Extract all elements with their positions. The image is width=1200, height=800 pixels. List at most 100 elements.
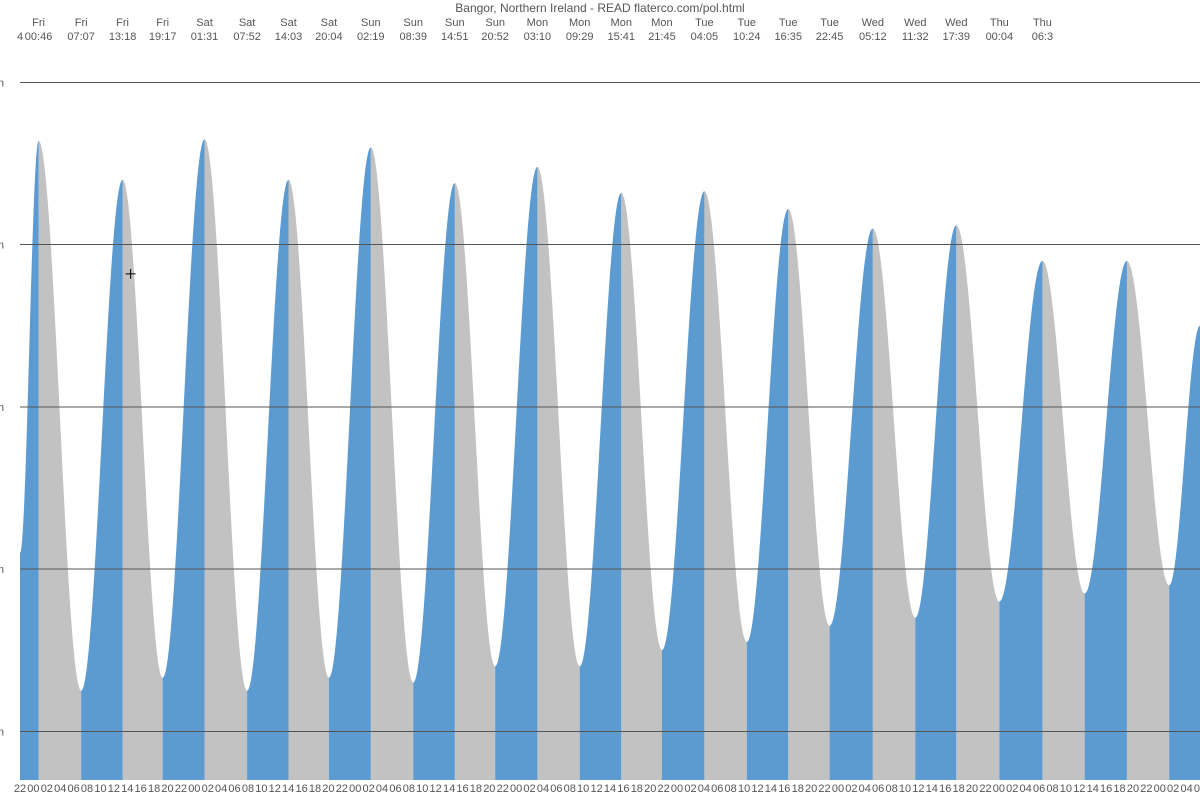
top-time-label: 06:3 [1032, 31, 1053, 43]
bottom-hour-label: 20 [966, 783, 978, 795]
bottom-hour-label: 18 [631, 783, 643, 795]
bottom-hour-label: 22 [818, 783, 830, 795]
tide-rising-area [830, 228, 873, 780]
bottom-hour-label: 00 [1154, 783, 1166, 795]
tide-chart: 0 m1 m2 m3 m4 mBangor, Northern Ireland … [0, 0, 1200, 800]
bottom-hour-label: 08 [885, 783, 897, 795]
top-day-label: Mon [527, 17, 548, 29]
bottom-hour-label: 14 [121, 783, 133, 795]
chart-title: Bangor, Northern Ireland - READ flaterco… [455, 1, 744, 15]
bottom-hour-label: 06 [550, 783, 562, 795]
bottom-hour-label: 16 [135, 783, 147, 795]
bottom-hour-label: 16 [456, 783, 468, 795]
bottom-hour-label: 02 [41, 783, 53, 795]
bottom-hour-label: 02 [1167, 783, 1179, 795]
bottom-hour-label: 18 [792, 783, 804, 795]
top-time-label: 22:45 [816, 31, 844, 43]
top-time-label: 14:51 [441, 31, 469, 43]
tide-rising-area [163, 139, 205, 780]
top-time-label: 08:39 [399, 31, 427, 43]
tide-falling-area [788, 209, 829, 780]
bottom-hour-label: 14 [1087, 783, 1099, 795]
top-day-label: Tue [695, 17, 714, 29]
bottom-hour-label: 04 [1020, 783, 1032, 795]
bottom-hour-label: 14 [282, 783, 294, 795]
bottom-hour-label: 04 [1180, 783, 1192, 795]
top-time-label: 20:04 [315, 31, 343, 43]
tide-falling-area [873, 228, 915, 780]
bottom-hour-label: 08 [81, 783, 93, 795]
top-time-label: 20:52 [481, 31, 509, 43]
tide-rising-area [1169, 326, 1200, 780]
bottom-hour-label: 02 [363, 783, 375, 795]
tide-falling-area [621, 193, 662, 780]
bottom-hour-label: 06 [1033, 783, 1045, 795]
top-time-label: 10:24 [733, 31, 761, 43]
bottom-hour-label: 14 [926, 783, 938, 795]
bottom-hour-label: 02 [684, 783, 696, 795]
top-day-label: Tue [820, 17, 839, 29]
top-day-label: Sun [403, 17, 423, 29]
bottom-hour-label: 06 [1194, 783, 1200, 795]
bottom-hour-label: 16 [778, 783, 790, 795]
bottom-hour-label: 22 [175, 783, 187, 795]
tide-rising-area [1085, 261, 1127, 780]
y-tick-label: 0 m [0, 726, 4, 738]
top-time-label: 09:29 [566, 31, 594, 43]
top-day-label: Tue [779, 17, 798, 29]
tide-rising-area [247, 180, 288, 780]
bottom-hour-label: 00 [27, 783, 39, 795]
tide-rising-area [747, 209, 788, 780]
tide-rising-area [662, 191, 704, 780]
bottom-hour-label: 18 [148, 783, 160, 795]
bottom-hour-label: 08 [725, 783, 737, 795]
tide-falling-area [537, 167, 579, 780]
bottom-hour-label: 12 [430, 783, 442, 795]
bottom-hour-label: 18 [470, 783, 482, 795]
tide-rising-area [999, 261, 1042, 780]
bottom-hour-label: 18 [309, 783, 321, 795]
bottom-hour-label: 00 [510, 783, 522, 795]
y-tick-label: 2 m [0, 402, 4, 414]
bottom-hour-label: 20 [483, 783, 495, 795]
top-time-label: 05:12 [859, 31, 887, 43]
bottom-hour-label: 14 [443, 783, 455, 795]
bottom-hour-label: 12 [108, 783, 120, 795]
tide-falling-area [289, 180, 329, 780]
bottom-hour-label: 20 [1127, 783, 1139, 795]
tide-falling-area [704, 191, 746, 780]
tide-rising-area [329, 147, 371, 780]
tide-falling-area [1127, 261, 1169, 780]
bottom-hour-label: 20 [805, 783, 817, 795]
bottom-hour-label: 06 [68, 783, 80, 795]
top-day-label: Sat [280, 17, 297, 29]
bottom-hour-label: 00 [349, 783, 361, 795]
y-tick-label: 4 m [0, 77, 4, 89]
top-day-label: Fri [116, 17, 129, 29]
top-day-label: Mon [611, 17, 632, 29]
top-day-label: Sun [485, 17, 505, 29]
y-tick-label: 3 m [0, 240, 4, 252]
top-day-label: Mon [569, 17, 590, 29]
bottom-hour-label: 10 [899, 783, 911, 795]
bottom-hour-label: 16 [1100, 783, 1112, 795]
top-time-label: 04:05 [691, 31, 719, 43]
bottom-hour-label: 20 [644, 783, 656, 795]
top-time-label: 4 [17, 31, 23, 43]
bottom-hour-label: 04 [215, 783, 227, 795]
top-time-label: 14:03 [275, 31, 303, 43]
top-time-label: 17:39 [943, 31, 971, 43]
tide-falling-area [371, 147, 413, 780]
bottom-hour-label: 06 [389, 783, 401, 795]
bottom-hour-label: 22 [497, 783, 509, 795]
bottom-hour-label: 02 [845, 783, 857, 795]
top-day-label: Sat [239, 17, 256, 29]
top-day-label: Sun [445, 17, 465, 29]
bottom-hour-label: 22 [979, 783, 991, 795]
bottom-hour-label: 16 [295, 783, 307, 795]
top-time-label: 15:41 [607, 31, 635, 43]
bottom-hour-label: 22 [658, 783, 670, 795]
top-day-label: Sun [361, 17, 381, 29]
tide-falling-area [956, 225, 999, 780]
bottom-hour-label: 18 [953, 783, 965, 795]
